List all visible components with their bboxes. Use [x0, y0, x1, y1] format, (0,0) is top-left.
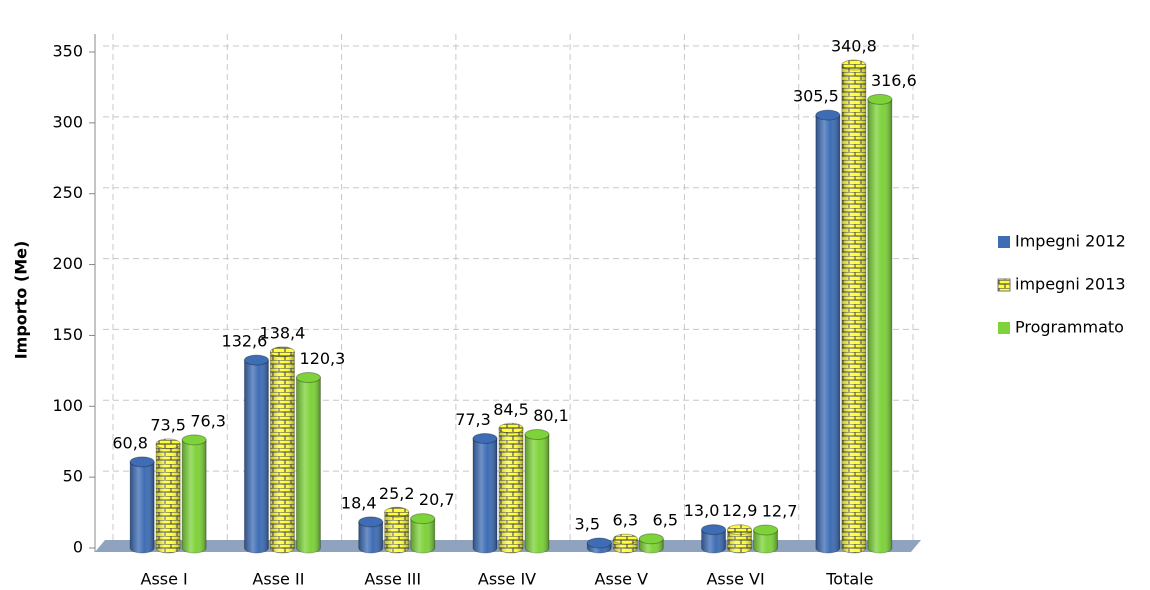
- y-tick-label: 300: [52, 112, 83, 131]
- bar-cap: [867, 93, 893, 105]
- bar-cap: [384, 506, 410, 518]
- bar-shade: [296, 377, 321, 553]
- bar-shade: [182, 439, 207, 553]
- y-axis-label: Importo (Me): [12, 241, 31, 360]
- legend-swatch: [997, 278, 1011, 292]
- bar-shade: [410, 518, 435, 553]
- bar-shade: [384, 512, 409, 553]
- bar-cap: [129, 456, 155, 468]
- y-tick-label: 0: [73, 538, 83, 557]
- data-label: 80,1: [533, 406, 569, 425]
- bar-cap: [358, 516, 384, 528]
- bar-shade: [525, 434, 549, 553]
- legend-label: Programmato: [1015, 318, 1124, 337]
- legend-label: Impegni 2012: [1015, 232, 1126, 251]
- bar-shade: [727, 529, 752, 553]
- y-tick-label: 350: [52, 42, 83, 61]
- bar-cap: [815, 109, 841, 121]
- bar-cap: [727, 524, 753, 536]
- x-tick-label: Asse IV: [478, 570, 536, 589]
- bar-cap: [841, 59, 867, 71]
- bar-cap: [753, 524, 779, 536]
- x-tick-label: Asse V: [595, 570, 649, 589]
- bar-cap: [498, 422, 524, 434]
- bar-cap: [181, 434, 207, 446]
- y-tick-label: 100: [52, 396, 83, 415]
- bar-shade: [270, 351, 295, 553]
- bar-cap: [472, 432, 498, 444]
- bar-shade: [244, 360, 269, 553]
- data-label: 76,3: [190, 411, 226, 430]
- data-label: 120,3: [300, 349, 346, 368]
- x-tick-label: Asse II: [252, 570, 304, 589]
- data-label: 305,5: [793, 87, 839, 106]
- bar-cap: [243, 354, 269, 366]
- data-label: 138,4: [260, 323, 306, 342]
- bar-cap: [701, 524, 727, 536]
- bar-cap: [155, 438, 181, 450]
- bar-shade: [867, 99, 892, 553]
- data-label: 3,5: [575, 515, 600, 534]
- data-label: 12,9: [722, 501, 758, 520]
- data-label: 84,5: [493, 400, 529, 419]
- legend-swatch: [998, 322, 1010, 334]
- bar-cap: [612, 533, 638, 545]
- bar-shade: [499, 428, 523, 553]
- data-label: 20,7: [419, 490, 455, 509]
- bar-cap: [524, 428, 550, 440]
- bar-shade: [841, 65, 866, 553]
- data-label: 6,5: [653, 510, 678, 529]
- data-label: 18,4: [341, 493, 377, 512]
- data-label: 12,7: [762, 502, 798, 521]
- bar-shade: [130, 461, 155, 553]
- y-tick-label: 50: [63, 467, 83, 486]
- y-tick-label: 200: [52, 254, 83, 273]
- x-tick-label: Asse I: [141, 570, 188, 589]
- bar-shade: [753, 530, 778, 553]
- y-tick-label: 250: [52, 183, 83, 202]
- data-label: 25,2: [379, 484, 415, 503]
- x-tick-label: Totale: [825, 570, 873, 589]
- data-label: 132,6: [222, 332, 268, 351]
- legend-label: impegni 2013: [1015, 275, 1126, 294]
- bar-shade: [815, 115, 840, 553]
- bar-shade: [701, 529, 726, 553]
- data-label: 316,6: [871, 71, 917, 90]
- bar-cap: [638, 533, 664, 545]
- legend-swatch: [998, 236, 1010, 248]
- bar-cap: [586, 537, 612, 549]
- bar-shade: [156, 443, 181, 553]
- data-label: 340,8: [831, 37, 877, 56]
- x-tick-label: Asse III: [364, 570, 421, 589]
- data-label: 60,8: [112, 433, 148, 452]
- bar-cap: [295, 372, 321, 384]
- data-label: 73,5: [150, 415, 186, 434]
- bar-shade: [473, 438, 497, 553]
- bar-cap: [410, 513, 436, 525]
- data-label: 6,3: [613, 511, 638, 530]
- bar-cap: [269, 346, 295, 358]
- x-tick-label: Asse VI: [706, 570, 764, 589]
- bar-shade: [358, 521, 383, 553]
- y-tick-label: 150: [52, 325, 83, 344]
- data-label: 13,0: [684, 501, 720, 520]
- data-label: 77,3: [455, 410, 491, 429]
